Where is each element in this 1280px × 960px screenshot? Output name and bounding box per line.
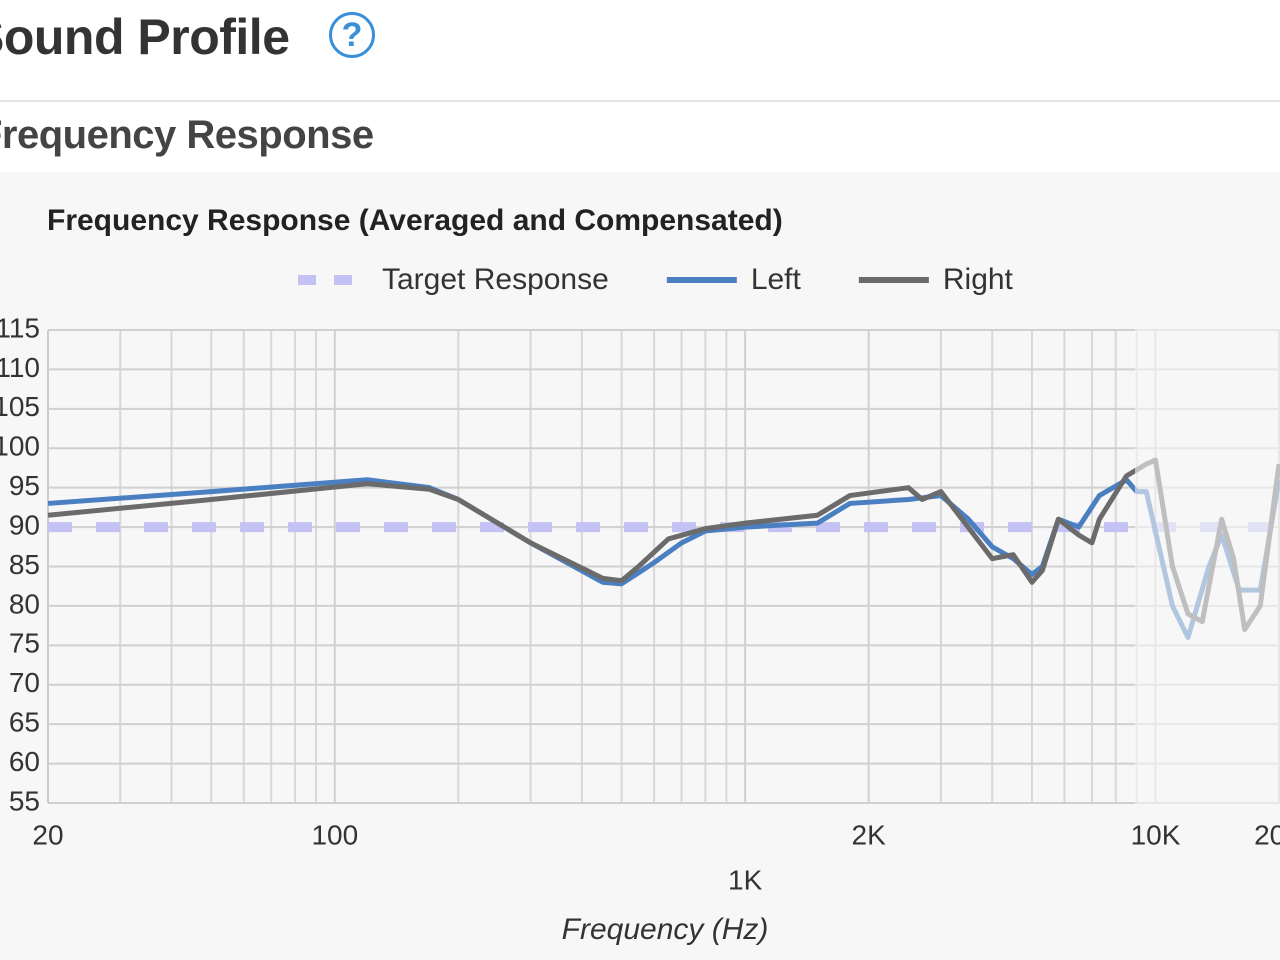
- x-tick-label: 1K: [728, 864, 763, 895]
- x-axis-label: Frequency (Hz): [562, 913, 769, 946]
- page-title: Sound Profile: [0, 9, 290, 65]
- y-tick-label: 75: [9, 628, 40, 659]
- help-icon[interactable]: ?: [329, 12, 375, 58]
- y-tick-label: 80: [9, 588, 40, 619]
- y-tick-label: 115: [0, 312, 40, 343]
- y-tick-label: 100: [0, 431, 40, 462]
- separator: [0, 100, 1280, 102]
- y-tick-label: 90: [9, 509, 40, 540]
- legend-label: Right: [943, 263, 1014, 296]
- series-line: [47, 457, 1280, 633]
- y-tick-label: 85: [9, 549, 40, 580]
- x-tick-label: 100: [311, 819, 358, 850]
- x-tick-label: 2K: [852, 819, 887, 850]
- y-tick-label: 110: [0, 352, 40, 383]
- x-tick-label: 20K: [1254, 819, 1280, 850]
- legend-label: Left: [751, 263, 802, 296]
- x-tick-label: 20: [32, 819, 63, 850]
- fade-overlay: [1135, 325, 1280, 808]
- y-tick-label: 65: [9, 707, 40, 738]
- y-tick-label: 95: [9, 470, 40, 501]
- section-title: Frequency Response: [0, 113, 374, 157]
- series-line: [47, 477, 1280, 640]
- y-tick-label: 105: [0, 391, 40, 422]
- chart-title: Frequency Response (Averaged and Compens…: [47, 204, 783, 237]
- x-tick-label: 10K: [1131, 819, 1181, 850]
- y-tick-label: 60: [9, 746, 40, 777]
- y-tick-label: 70: [9, 667, 40, 698]
- y-tick-label: 55: [9, 785, 40, 816]
- legend-label: Target Response: [382, 263, 609, 296]
